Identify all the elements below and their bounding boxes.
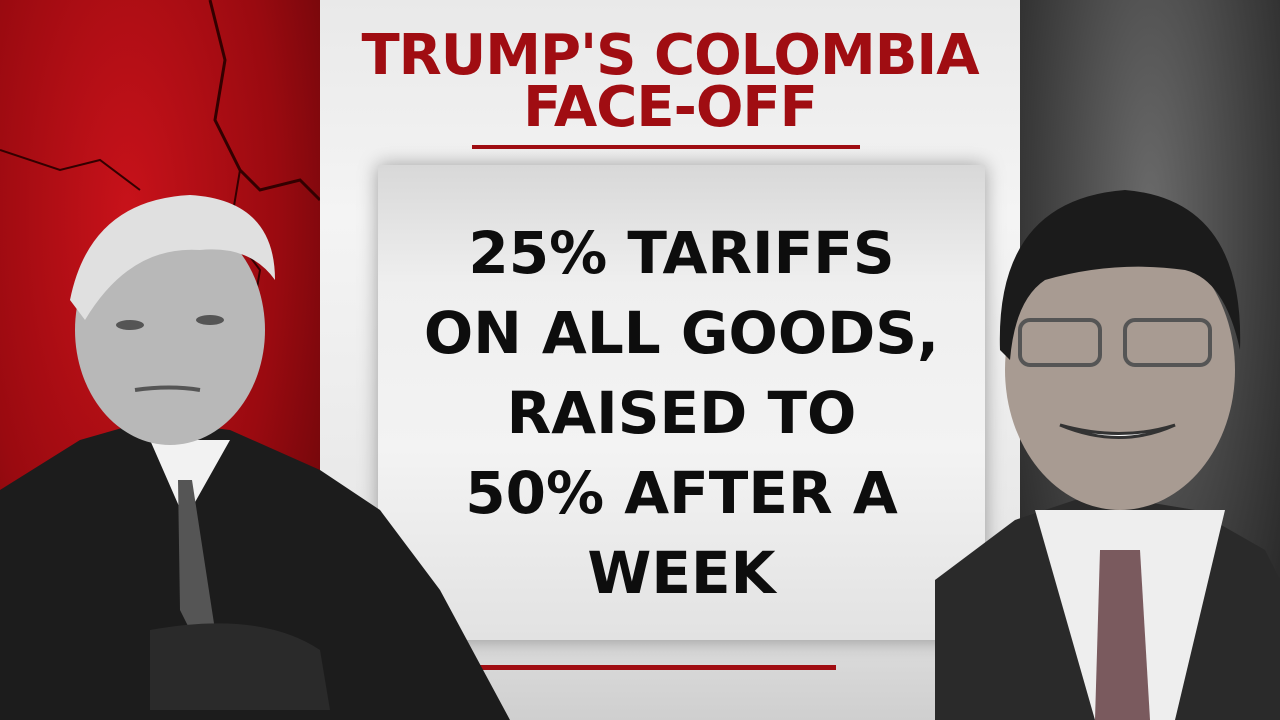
- card-line: ON ALL GOODS,: [423, 299, 940, 367]
- card-text: 25% TARIFFS ON ALL GOODS, RAISED TO 50% …: [378, 213, 985, 613]
- right-portrait: [935, 190, 1280, 720]
- headline-line-1: TRUMP'S COLOMBIA: [361, 23, 979, 88]
- info-card: 25% TARIFFS ON ALL GOODS, RAISED TO 50% …: [378, 165, 985, 640]
- card-line: WEEK: [587, 539, 776, 607]
- top-red-rule: [472, 145, 860, 149]
- card-line: RAISED TO: [506, 379, 857, 447]
- card-line: 25% TARIFFS: [468, 219, 895, 287]
- card-line: 50% AFTER A: [465, 459, 898, 527]
- left-portrait: [0, 195, 510, 720]
- headline-line-2: FACE-OFF: [523, 75, 818, 140]
- headline: TRUMP'S COLOMBIA FACE-OFF: [320, 23, 1020, 140]
- bottom-red-rule: [393, 665, 836, 670]
